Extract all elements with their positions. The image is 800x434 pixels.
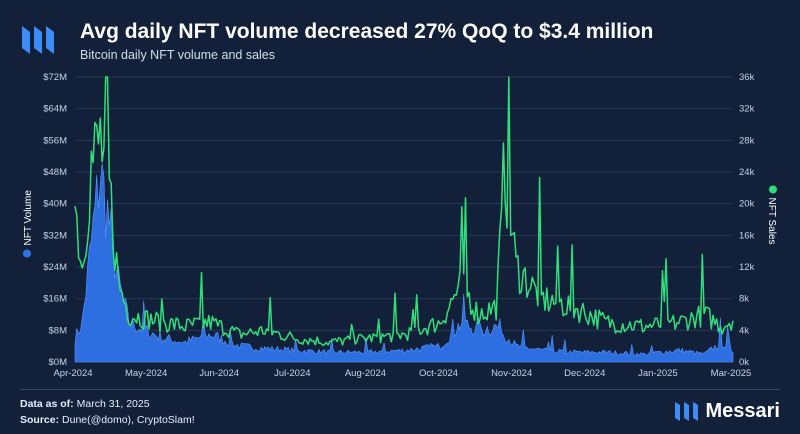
data-as-of-label: Data as of:: [20, 398, 74, 410]
y-left-tick-label: $64M: [43, 104, 67, 115]
y-left-tick-label: $8M: [49, 325, 68, 336]
y-left-axis-label: NFT Volume: [23, 190, 34, 246]
brand-mark: Messari: [674, 398, 781, 424]
chart-footer: Data as of: March 31, 2025 Source: Dune(…: [20, 396, 195, 428]
series-nft-volume-area: [74, 163, 734, 363]
x-tick-label: May-2024: [125, 368, 167, 379]
brand-name: Messari: [705, 399, 781, 422]
y-left-tick-label: $56M: [43, 135, 67, 146]
data-as-of-value: March 31, 2025: [76, 398, 150, 410]
x-tick-label: Apr-2024: [53, 368, 92, 379]
y-left-tick-label: $24M: [43, 262, 67, 273]
y-right-axis-label: NFT Sales: [766, 198, 777, 245]
y-left-tick-label: $0M: [49, 357, 68, 368]
y-right-tick-label: 24k: [739, 167, 755, 178]
y-right-tick-label: 28k: [739, 135, 755, 146]
y-right-tick-label: 8k: [739, 294, 749, 305]
chart-header: Avg daily NFT volume decreased 27% QoQ t…: [20, 14, 780, 70]
messari-logo-icon: [22, 26, 54, 54]
y-left-tick-label: $16M: [43, 294, 67, 305]
y-left-tick-label: $40M: [43, 199, 67, 210]
chart-title: Avg daily NFT volume decreased 27% QoQ t…: [80, 20, 654, 43]
y-right-tick-label: 16k: [739, 230, 755, 241]
x-tick-label: Jun-2024: [199, 368, 239, 379]
footer-divider: [20, 389, 780, 390]
x-tick-label: Jan-2025: [638, 368, 678, 379]
y-left-axis-title: NFT Volume: [23, 190, 34, 258]
y-right-tick-label: 20k: [739, 199, 755, 210]
messari-brand-icon: [674, 402, 698, 421]
series-nft-sales-line: [74, 76, 734, 347]
nft-volume-sales-chart: $0M $8M $16M $24M $32M $40M $48M $56M $64M $72M 0k…: [23, 72, 777, 379]
y-right-axis-title: NFT Sales: [766, 185, 777, 245]
source-value: Dune(@domo), CryptoSlam!: [62, 414, 195, 426]
x-tick-label: Oct-2024: [419, 368, 458, 379]
y-right-tick-label: 12k: [739, 262, 755, 273]
source-label: Source:: [20, 414, 60, 426]
y-right-tick-label: 32k: [739, 104, 755, 115]
x-tick-label: Aug-2024: [345, 368, 386, 379]
y-left-tick-label: $32M: [43, 230, 67, 241]
x-tick-label: Jul-2024: [274, 368, 310, 379]
y-right-tick-label: 0k: [739, 357, 749, 368]
nft-sales-legend-dot: [769, 185, 777, 194]
y-right-tick-label: 4k: [739, 325, 749, 336]
chart-subtitle: Bitcoin daily NFT volume and sales: [80, 48, 275, 62]
x-tick-label: Dec-2024: [564, 368, 605, 379]
y-right-tick-label: 36k: [739, 72, 755, 83]
x-tick-label: Mar-2025: [711, 368, 752, 379]
nft-volume-legend-dot: [23, 249, 31, 258]
y-left-tick-label: $72M: [43, 72, 67, 83]
y-left-tick-label: $48M: [43, 167, 67, 178]
x-tick-label: Nov-2024: [491, 368, 532, 379]
